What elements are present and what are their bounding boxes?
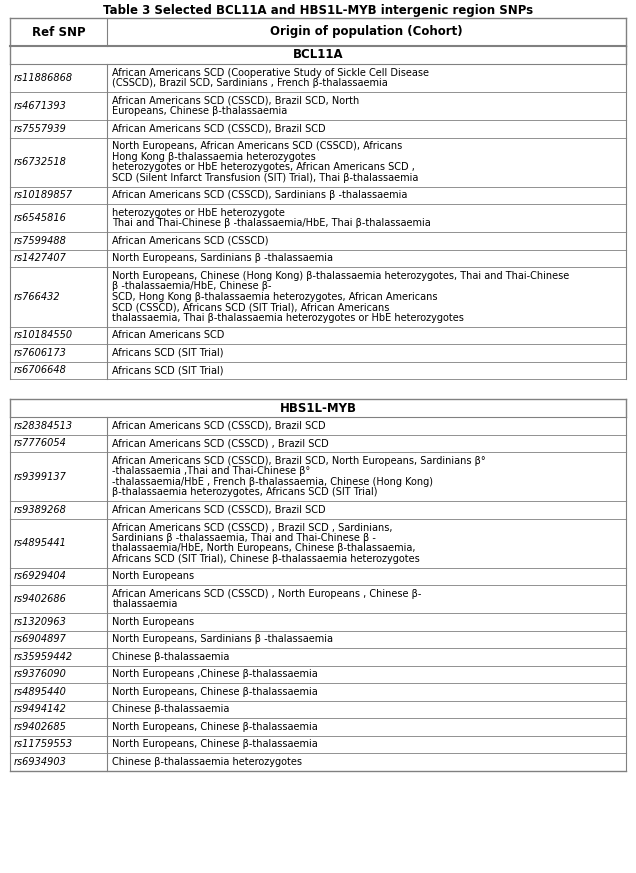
Text: rs7606173: rs7606173 [14, 347, 67, 358]
Text: African Americans SCD (CSSCD), Brazil SCD, North: African Americans SCD (CSSCD), Brazil SC… [113, 96, 359, 106]
Text: SCD (Silent Infarct Transfusion (SIT) Trial), Thai β-thalassaemia: SCD (Silent Infarct Transfusion (SIT) Tr… [113, 173, 418, 182]
Text: North Europeans, Sardinians β -thalassaemia: North Europeans, Sardinians β -thalassae… [113, 253, 333, 264]
Text: Africans SCD (SIT Trial), Chinese β-thalassaemia heterozygotes: Africans SCD (SIT Trial), Chinese β-thal… [113, 553, 420, 564]
Text: rs1427407: rs1427407 [14, 253, 67, 264]
Text: rs6934903: rs6934903 [14, 757, 67, 766]
Text: rs766432: rs766432 [14, 292, 60, 302]
Text: Hong Kong β-thalassaemia heterozygotes: Hong Kong β-thalassaemia heterozygotes [113, 152, 316, 162]
Text: heterozygotes or HbE heterozygote: heterozygotes or HbE heterozygote [113, 208, 285, 217]
Text: African Americans SCD (CSSCD), Brazil SCD: African Americans SCD (CSSCD), Brazil SC… [113, 124, 326, 134]
Text: thalassaemia, Thai β-thalassaemia heterozygotes or HbE heterozygotes: thalassaemia, Thai β-thalassaemia hetero… [113, 313, 464, 323]
Text: North Europeans: North Europeans [113, 616, 195, 627]
Text: SCD (CSSCD), Africans SCD (SIT Trial), African Americans: SCD (CSSCD), Africans SCD (SIT Trial), A… [113, 302, 390, 313]
Text: rs7557939: rs7557939 [14, 124, 67, 134]
Text: β -thalassaemia/HbE, Chinese β-: β -thalassaemia/HbE, Chinese β- [113, 281, 272, 292]
Text: North Europeans, Chinese β-thalassaemia: North Europeans, Chinese β-thalassaemia [113, 739, 318, 749]
Text: rs6732518: rs6732518 [14, 157, 67, 167]
Text: African Americans SCD (Cooperative Study of Sickle Cell Disease: African Americans SCD (Cooperative Study… [113, 68, 429, 78]
Text: rs9494142: rs9494142 [14, 705, 67, 714]
Text: heterozygotes or HbE heterozygotes, African Americans SCD ,: heterozygotes or HbE heterozygotes, Afri… [113, 162, 415, 172]
Text: rs9402686: rs9402686 [14, 594, 67, 604]
Text: North Europeans, Chinese β-thalassaemia: North Europeans, Chinese β-thalassaemia [113, 722, 318, 732]
Text: African Americans SCD (CSSCD), Brazil SCD, North Europeans, Sardinians β°: African Americans SCD (CSSCD), Brazil SC… [113, 456, 486, 466]
Text: Chinese β-thalassaemia: Chinese β-thalassaemia [113, 705, 230, 714]
Text: Africans SCD (SIT Trial): Africans SCD (SIT Trial) [113, 365, 224, 375]
Text: rs9402685: rs9402685 [14, 722, 67, 732]
Text: -thalassaemia/HbE , French β-thalassaemia, Chinese (Hong Kong): -thalassaemia/HbE , French β-thalassaemi… [113, 477, 433, 487]
Text: rs11759553: rs11759553 [14, 739, 73, 749]
Text: African Americans SCD (CSSCD), Brazil SCD: African Americans SCD (CSSCD), Brazil SC… [113, 421, 326, 430]
Text: African Americans SCD (CSSCD) , North Europeans , Chinese β-: African Americans SCD (CSSCD) , North Eu… [113, 588, 422, 599]
Text: Chinese β-thalassaemia: Chinese β-thalassaemia [113, 652, 230, 662]
Text: rs9389268: rs9389268 [14, 505, 67, 515]
Text: rs6706648: rs6706648 [14, 365, 67, 375]
Text: North Europeans, Sardinians β -thalassaemia: North Europeans, Sardinians β -thalassae… [113, 635, 333, 644]
Text: African Americans SCD (CSSCD), Brazil SCD: African Americans SCD (CSSCD), Brazil SC… [113, 505, 326, 515]
Text: rs9399137: rs9399137 [14, 471, 67, 482]
Text: rs35959442: rs35959442 [14, 652, 73, 662]
Text: rs4895441: rs4895441 [14, 538, 67, 548]
Text: Thai and Thai-Chinese β -thalassaemia/HbE, Thai β-thalassaemia: Thai and Thai-Chinese β -thalassaemia/Hb… [113, 218, 431, 228]
Text: Table 3 Selected BCL11A and HBS1L-MYB intergenic region SNPs: Table 3 Selected BCL11A and HBS1L-MYB in… [103, 4, 533, 17]
Text: African Americans SCD (CSSCD) , Brazil SCD , Sardinians,: African Americans SCD (CSSCD) , Brazil S… [113, 522, 393, 533]
Text: rs10189857: rs10189857 [14, 190, 73, 200]
Text: African Americans SCD (CSSCD), Sardinians β -thalassaemia: African Americans SCD (CSSCD), Sardinian… [113, 190, 408, 200]
Text: Chinese β-thalassaemia heterozygotes: Chinese β-thalassaemia heterozygotes [113, 757, 302, 766]
Text: rs11886868: rs11886868 [14, 73, 73, 83]
Text: rs7599488: rs7599488 [14, 236, 67, 246]
Text: -thalassaemia ,Thai and Thai-Chinese β°: -thalassaemia ,Thai and Thai-Chinese β° [113, 466, 310, 477]
Text: (CSSCD), Brazil SCD, Sardinians , French β-thalassaemia: (CSSCD), Brazil SCD, Sardinians , French… [113, 79, 388, 88]
Text: β-thalassaemia heterozygotes, Africans SCD (SIT Trial): β-thalassaemia heterozygotes, Africans S… [113, 487, 378, 498]
Text: Origin of population (Cohort): Origin of population (Cohort) [270, 25, 463, 38]
Text: Africans SCD (SIT Trial): Africans SCD (SIT Trial) [113, 347, 224, 358]
Text: North Europeans ,Chinese β-thalassaemia: North Europeans ,Chinese β-thalassaemia [113, 670, 318, 679]
Text: Ref SNP: Ref SNP [32, 25, 85, 38]
Text: BCL11A: BCL11A [293, 49, 343, 61]
Text: HBS1L-MYB: HBS1L-MYB [279, 402, 357, 415]
Text: North Europeans, African Americans SCD (CSSCD), Africans: North Europeans, African Americans SCD (… [113, 141, 403, 151]
Text: North Europeans, Chinese β-thalassaemia: North Europeans, Chinese β-thalassaemia [113, 687, 318, 697]
Text: Europeans, Chinese β-thalassaemia: Europeans, Chinese β-thalassaemia [113, 107, 287, 116]
Text: rs4895440: rs4895440 [14, 687, 67, 697]
Text: African Americans SCD (CSSCD): African Americans SCD (CSSCD) [113, 236, 269, 246]
Text: rs1320963: rs1320963 [14, 616, 67, 627]
Text: African Americans SCD: African Americans SCD [113, 330, 225, 340]
Text: rs6904897: rs6904897 [14, 635, 67, 644]
Text: rs6929404: rs6929404 [14, 571, 67, 581]
Text: SCD, Hong Kong β-thalassaemia heterozygotes, African Americans: SCD, Hong Kong β-thalassaemia heterozygo… [113, 292, 438, 302]
Text: North Europeans, Chinese (Hong Kong) β-thalassaemia heterozygotes, Thai and Thai: North Europeans, Chinese (Hong Kong) β-t… [113, 271, 570, 281]
Text: rs28384513: rs28384513 [14, 421, 73, 430]
Text: rs6545816: rs6545816 [14, 213, 67, 223]
Text: Sardinians β -thalassaemia, Thai and Thai-Chinese β -: Sardinians β -thalassaemia, Thai and Tha… [113, 533, 377, 543]
Text: thalassaemia: thalassaemia [113, 599, 177, 609]
Text: thalassaemia/HbE, North Europeans, Chinese β-thalassaemia,: thalassaemia/HbE, North Europeans, Chine… [113, 543, 416, 553]
Text: rs10184550: rs10184550 [14, 330, 73, 340]
Text: rs4671393: rs4671393 [14, 101, 67, 111]
Text: rs7776054: rs7776054 [14, 438, 67, 448]
Text: African Americans SCD (CSSCD) , Brazil SCD: African Americans SCD (CSSCD) , Brazil S… [113, 438, 329, 448]
Text: North Europeans: North Europeans [113, 571, 195, 581]
Text: rs9376090: rs9376090 [14, 670, 67, 679]
